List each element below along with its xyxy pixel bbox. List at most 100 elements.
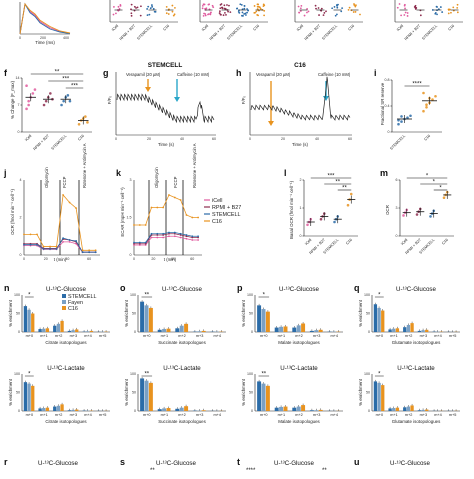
- row1-scatter-1-point: [239, 3, 241, 5]
- o2-xlabel: Succinate isotopologues: [158, 419, 206, 424]
- k-point: [151, 233, 153, 235]
- row1-scatter-2-point: [353, 3, 355, 5]
- row1-scatter-0-cat-1: RPMI + B27: [119, 24, 136, 41]
- f-point: [62, 100, 65, 103]
- m-cat-0: iCell: [400, 238, 408, 246]
- k-point: [139, 224, 141, 226]
- n-cat-5: m+5: [99, 334, 107, 338]
- row1-scatter-3-point: [441, 11, 443, 13]
- p-ytick-0: 0: [251, 330, 253, 334]
- p2-cat-2: m+2: [295, 413, 303, 417]
- row1-scatter-3-point: [397, 7, 399, 9]
- row1-scatter-2-point: [349, 7, 351, 9]
- row1-scatter-2-point: [315, 8, 317, 10]
- o-bar: [149, 308, 153, 332]
- row1-xtick-2: 400: [63, 36, 69, 40]
- row1-scatter-2-point: [325, 10, 327, 12]
- n-bar: [68, 331, 71, 332]
- j-annotation-fccp: FCCP: [62, 176, 67, 188]
- l-ytick-2: 2: [300, 178, 302, 182]
- f-ytick-2: 14: [16, 76, 20, 80]
- q-bar: [403, 327, 406, 332]
- j-point: [75, 207, 77, 209]
- j-point: [95, 249, 97, 251]
- k-xtick-0: 0: [133, 257, 135, 261]
- o-cat-2: m+2: [178, 334, 186, 338]
- row1-scatter-1-point: [220, 4, 222, 6]
- p2-sig-star-0: **: [261, 372, 266, 378]
- t-star-1: **: [322, 468, 327, 474]
- f-cat-1: RPMI + B27: [33, 134, 50, 151]
- row1-scatter-2-cat-3: C16: [347, 24, 355, 32]
- t-star-0: ****: [246, 468, 256, 474]
- row1-scatter-0-point: [172, 11, 174, 13]
- g-ylabel: F/F₀: [107, 96, 112, 105]
- q2-bar: [421, 410, 424, 411]
- k-point: [156, 237, 158, 239]
- panel-label-f: f: [4, 68, 8, 78]
- n2-bar: [71, 410, 74, 411]
- k-point: [180, 237, 182, 239]
- row1-scatter-0-point: [174, 13, 176, 15]
- q-cat-2: m+2: [405, 334, 413, 338]
- f-point: [60, 104, 63, 107]
- q-cat-5: m+5: [449, 334, 457, 338]
- row1-scatter-1-cat-1: RPMI + B27: [209, 24, 226, 41]
- row1-scatter-2-point: [335, 15, 337, 17]
- q2-xlabel: Glutamate isotopologues: [392, 419, 441, 424]
- n-legend-swatch-2: [62, 306, 66, 310]
- q2-bar: [407, 407, 410, 411]
- q-cat-0: m+0: [376, 334, 384, 338]
- p2-bar: [319, 410, 323, 411]
- n-ylabel: % enrichment: [8, 299, 13, 327]
- i-point: [400, 120, 403, 123]
- o2-ylabel: % enrichment: [124, 378, 129, 406]
- l-ylabel: Basal OCR (fmol min⁻¹ cell⁻¹): [289, 180, 294, 239]
- o-bar: [197, 331, 201, 332]
- q2-ytick-1: 50: [366, 391, 370, 395]
- row1-scatter-1-point: [210, 11, 212, 13]
- panel-label-j: j: [3, 168, 7, 178]
- row1-scatter-1-point: [257, 6, 259, 8]
- p2-bar: [279, 407, 283, 411]
- k-point: [168, 194, 170, 196]
- row1-scatter-0-point: [113, 6, 115, 8]
- o-bar: [175, 328, 179, 332]
- n-cat-2: m+2: [55, 334, 63, 338]
- n-sig-star-0: *: [28, 293, 31, 299]
- f-point: [86, 121, 89, 124]
- k-ytick-2: 3: [130, 178, 132, 182]
- panel-label-h: h: [236, 68, 242, 78]
- panel-label-g: g: [103, 68, 109, 78]
- k-point: [162, 207, 164, 209]
- n2-title: U-¹³C-Lactate: [47, 365, 85, 372]
- row1-scatter-1-cat-0: iCell: [201, 24, 209, 32]
- l-cat-3: C16: [345, 238, 353, 246]
- p-cat-3: m+3: [313, 334, 321, 338]
- m-ytick-1: 3: [396, 206, 398, 210]
- k-legend: iCell RPMI + B27 STEMCELL C16: [204, 198, 241, 225]
- k-point: [191, 235, 193, 237]
- row1-scatter-2-point: [336, 13, 338, 15]
- q-bar: [377, 308, 380, 332]
- j-point: [49, 248, 51, 250]
- p2-bar: [297, 407, 301, 411]
- row1-trace-1: [20, 4, 70, 34]
- p2-bar: [257, 381, 261, 411]
- k-point: [145, 224, 147, 226]
- o2-bar: [158, 409, 162, 411]
- n-bar: [86, 331, 89, 332]
- row1-scatter-0-point: [130, 12, 132, 14]
- n-bar: [57, 324, 60, 332]
- row1-scatter-3-point: [435, 12, 437, 14]
- j-point: [56, 246, 58, 248]
- p-cat-4: m+4: [330, 334, 338, 338]
- row1-scatter-3-point: [436, 6, 438, 8]
- h-verapamil-arrowhead: [268, 121, 274, 126]
- row1-scatter-0-point: [135, 7, 137, 9]
- n2-bar: [60, 404, 63, 411]
- row1-scatter-0-point: [154, 11, 156, 13]
